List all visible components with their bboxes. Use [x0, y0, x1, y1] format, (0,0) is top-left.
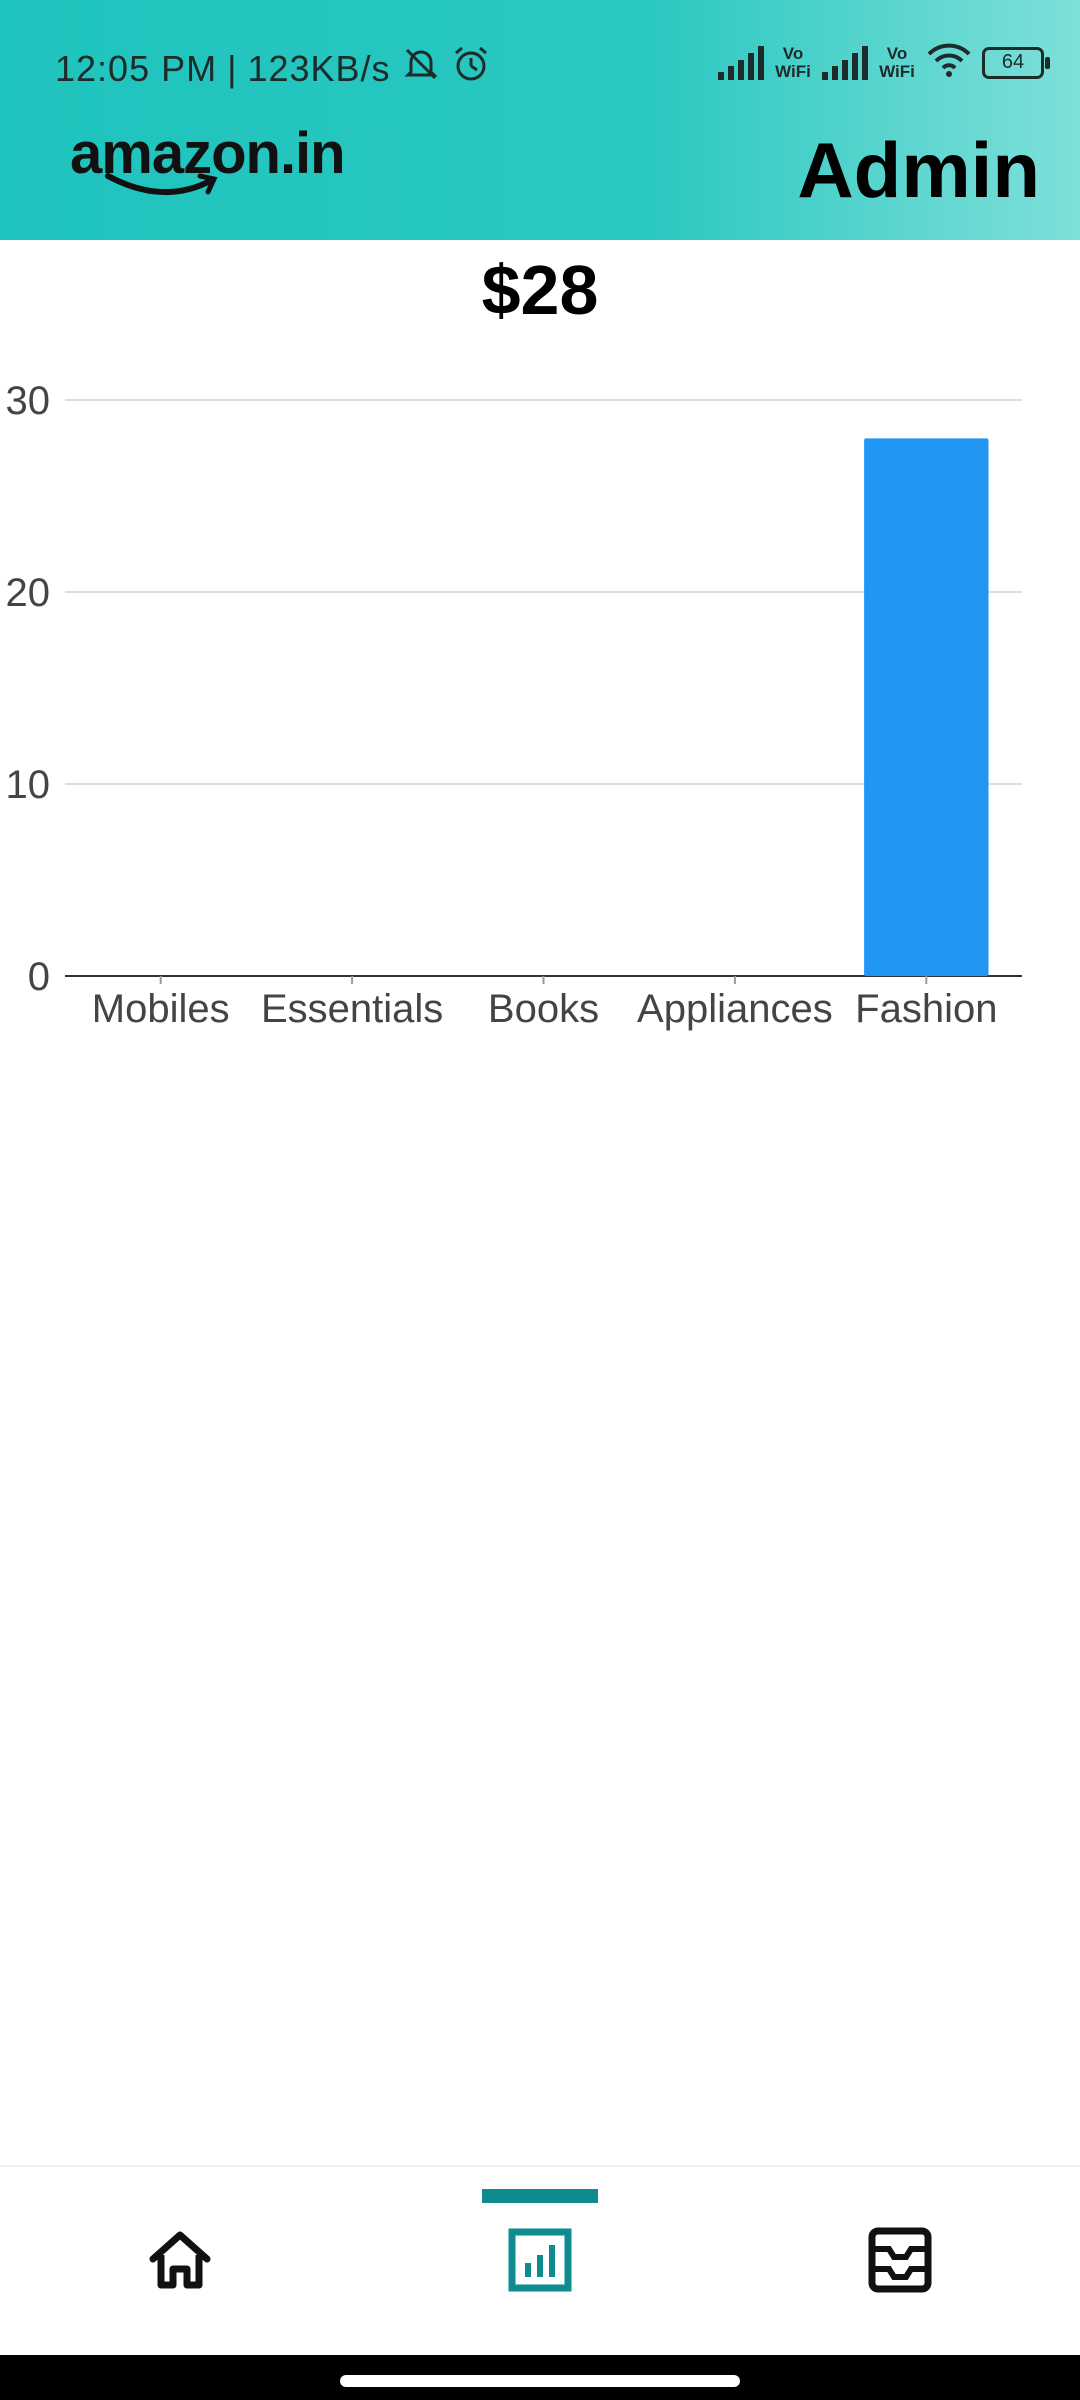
bottom-navigation: [0, 2165, 1080, 2357]
orders-icon: [865, 2225, 935, 2300]
y-tick-label: 20: [6, 571, 51, 615]
nav-home[interactable]: [0, 2167, 360, 2357]
vowifi-label: Vo WiFi: [775, 43, 811, 81]
nav-orders[interactable]: [720, 2167, 1080, 2357]
battery-level: 64: [1001, 51, 1025, 73]
home-icon: [145, 2225, 215, 2300]
status-bar: 12:05 PM | 123KB/s: [0, 0, 1080, 130]
wifi-icon: [926, 42, 972, 83]
active-tab-indicator: [482, 2189, 598, 2203]
x-tick-label: Mobiles: [92, 987, 230, 1031]
y-tick-label: 30: [6, 379, 51, 423]
nav-analytics[interactable]: [360, 2167, 720, 2357]
signal-icon: [718, 45, 764, 80]
signal-icon: [822, 45, 868, 80]
page-title: Admin: [797, 126, 1040, 214]
x-tick-label: Essentials: [261, 987, 443, 1031]
amazon-smile-icon: [105, 173, 218, 196]
status-right: Vo WiFi Vo WiFi 64: [718, 42, 1050, 83]
alarm-icon: [451, 44, 491, 93]
mute-icon: [401, 44, 441, 93]
status-left: 12:05 PM | 123KB/s: [55, 44, 491, 93]
total-earnings: $28: [481, 251, 599, 329]
vowifi-label: Vo WiFi: [879, 43, 915, 81]
status-separator: |: [227, 47, 238, 89]
category-bar-chart: 0 10 20 30 Mobiles Essentials Books Appliances F…: [6, 379, 1022, 1031]
system-gesture-bar: [0, 2355, 1080, 2400]
x-tick-label: Fashion: [855, 987, 997, 1031]
x-tick-label: Books: [488, 987, 599, 1031]
x-tick-label: Appliances: [637, 987, 833, 1031]
battery-icon: 64: [982, 46, 1050, 79]
bar-fashion: [864, 438, 989, 976]
y-tick-label: 10: [6, 763, 51, 807]
status-time: 12:05 PM: [55, 47, 218, 89]
app-bar: 12:05 PM | 123KB/s: [0, 0, 1080, 240]
analytics-icon: [505, 2225, 575, 2300]
y-tick-label: 0: [28, 955, 50, 999]
network-speed: 123KB/s: [247, 47, 391, 89]
home-gesture-handle[interactable]: [340, 2375, 740, 2387]
